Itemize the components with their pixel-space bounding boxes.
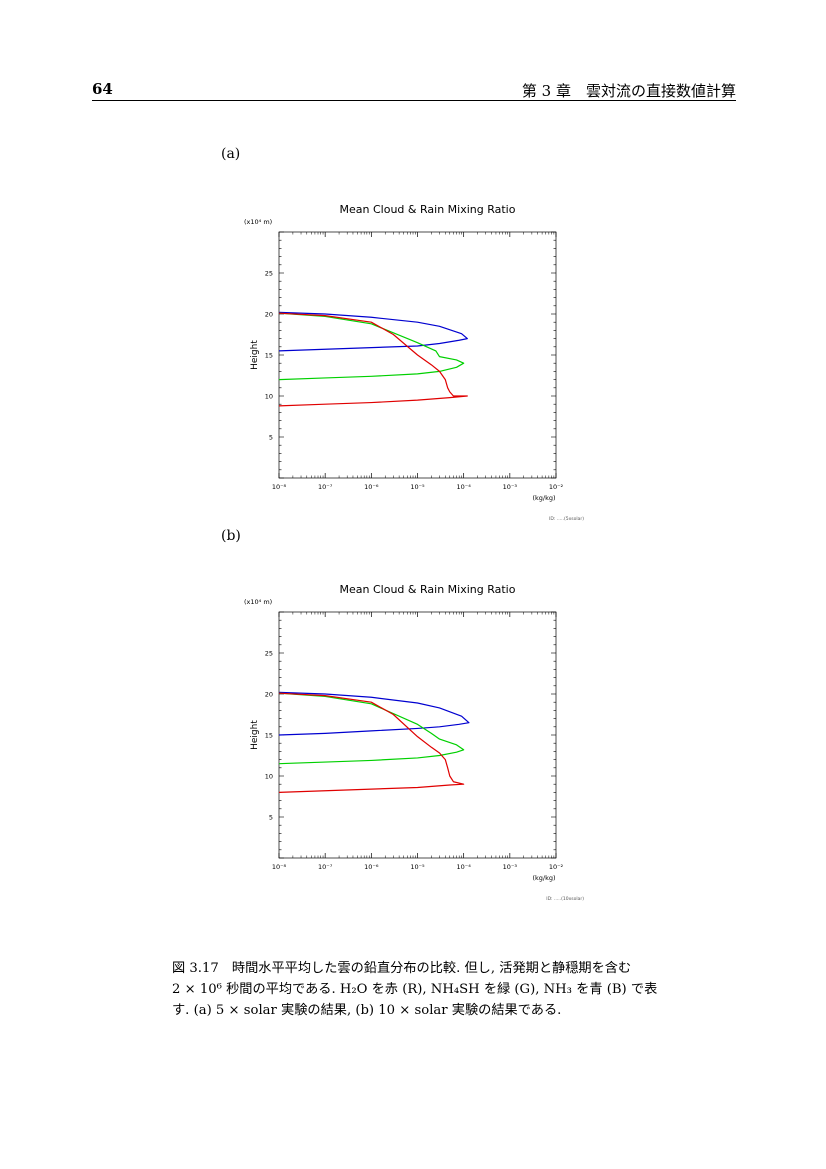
x-tick-label: 10⁻³ [503, 483, 518, 491]
panel-label-b: (b) [221, 528, 241, 544]
x-unit-label: (kg/kg) [532, 494, 555, 502]
x-unit-label: (kg/kg) [532, 874, 555, 882]
plot-footer-id: ID: .....(10xsolar) [546, 896, 584, 902]
x-tick-label: 10⁻⁵ [410, 863, 425, 871]
series-line-green [278, 692, 465, 765]
y-tick-label: 20 [265, 311, 273, 319]
plot-footer-id: ID: .....(5xsolar) [549, 516, 584, 522]
y-axis-label: Height [250, 340, 260, 370]
running-header: 64 第 3 章 雲対流の直接数値計算 [92, 80, 736, 101]
x-tick-label: 10⁻⁶ [364, 483, 379, 491]
caption-line-3: す. (a) 5 × solar 実験の結果, (b) 10 × solar 実… [172, 1003, 562, 1018]
y-unit-label: (x10⁴ m) [244, 598, 272, 606]
y-tick-label: 15 [265, 732, 273, 740]
x-tick-label: 10⁻² [549, 863, 564, 871]
chart-panel-a: Mean Cloud & Rain Mixing Ratio (x10⁴ m) 10… [244, 203, 584, 522]
caption-line-1: 図 3.17 時間水平平均した雲の鉛直分布の比較. 但し, 活発期と静穏期を含む [172, 961, 632, 976]
x-tick-label: 10⁻⁶ [364, 863, 379, 871]
x-tick-label: 10⁻⁴ [457, 863, 472, 871]
series-line-blue [278, 691, 470, 736]
chart-title: Mean Cloud & Rain Mixing Ratio [340, 583, 516, 596]
series-line-red [278, 312, 468, 407]
figure-caption: 図 3.17 時間水平平均した雲の鉛直分布の比較. 但し, 活発期と静穏期を含む… [172, 958, 692, 1021]
caption-line-2: 2 × 10⁶ 秒間の平均である. H₂O を赤 (R), NH₄SH を緑 (… [172, 982, 658, 997]
series-line-green [278, 312, 465, 381]
x-tick-label: 10⁻⁷ [318, 483, 333, 491]
x-tick-label: 10⁻² [549, 483, 564, 491]
chart-title: Mean Cloud & Rain Mixing Ratio [340, 203, 516, 216]
y-tick-label: 25 [265, 270, 273, 278]
x-tick-label: 10⁻³ [503, 863, 518, 871]
y-tick-label: 10 [265, 773, 273, 781]
chapter-title: 第 3 章 雲対流の直接数値計算 [521, 82, 736, 100]
x-tick-label: 10⁻⁸ [272, 483, 287, 491]
y-tick-label: 5 [269, 814, 273, 822]
y-tick-label: 10 [265, 393, 273, 401]
y-tick-label: 25 [265, 650, 273, 658]
x-tick-label: 10⁻⁷ [318, 863, 333, 871]
x-tick-label: 10⁻⁵ [410, 483, 425, 491]
y-tick-label: 20 [265, 691, 273, 699]
x-tick-label: 10⁻⁸ [272, 863, 287, 871]
y-tick-label: 15 [265, 352, 273, 360]
panel-label-a: (a) [221, 146, 241, 162]
y-tick-label: 5 [269, 434, 273, 442]
chart-panel-b: Mean Cloud & Rain Mixing Ratio (x10⁴ m) 10… [244, 583, 584, 902]
series-line-red [278, 692, 465, 793]
plot-frame [278, 611, 557, 859]
y-unit-label: (x10⁴ m) [244, 218, 272, 226]
series-line-blue [278, 311, 468, 352]
page-number: 64 [92, 80, 113, 98]
x-tick-label: 10⁻⁴ [457, 483, 472, 491]
y-axis-label: Height [250, 720, 260, 750]
